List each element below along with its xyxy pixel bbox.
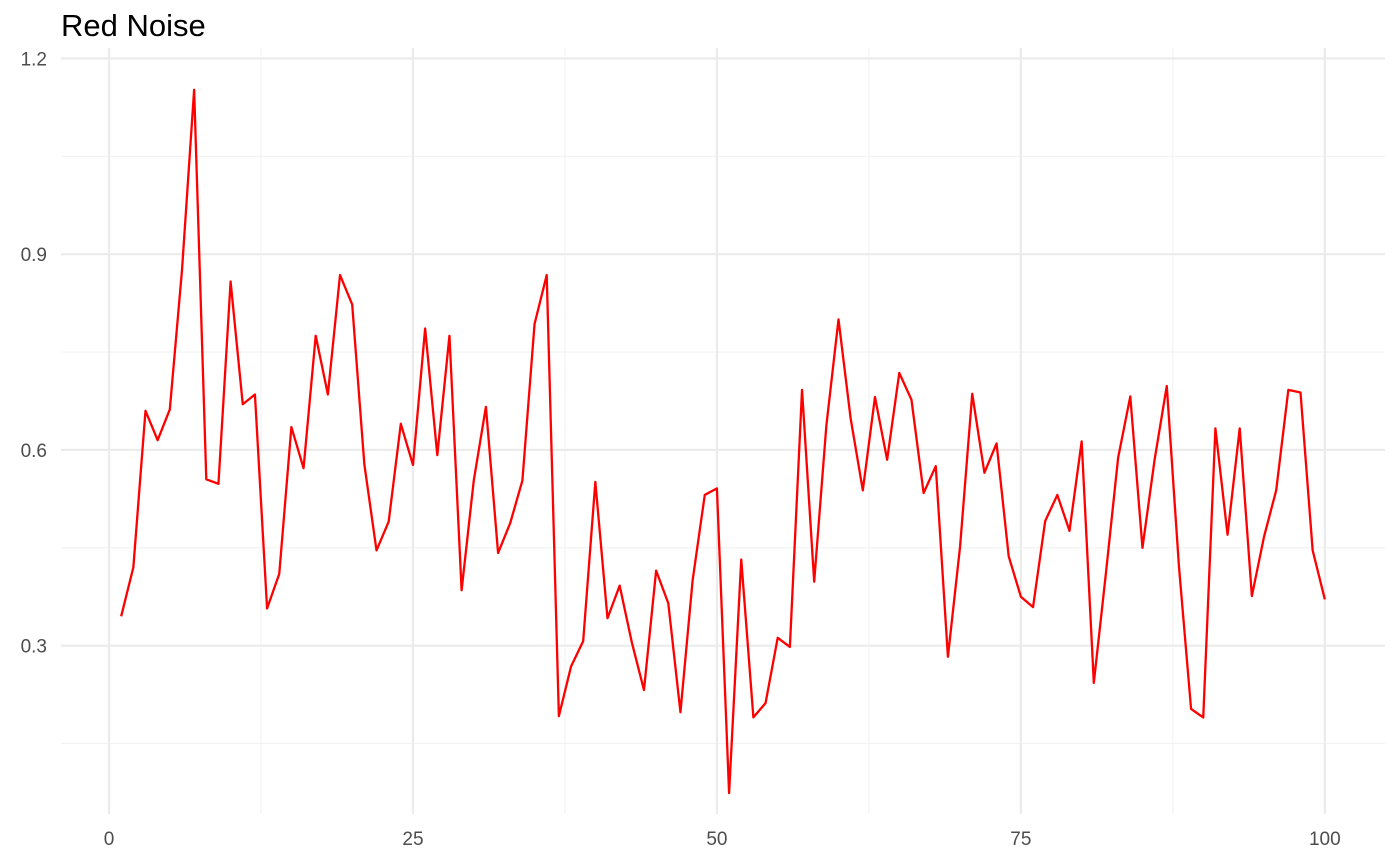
x-tick-label: 25: [402, 829, 423, 850]
x-axis-tick-labels: 0 25 50 75 100: [104, 829, 1341, 850]
series-line: [120, 88, 1326, 795]
x-tick-label: 50: [706, 829, 727, 850]
minor-gridlines: [61, 48, 1385, 814]
chart-title: Red Noise: [61, 8, 206, 43]
series-layer: [120, 88, 1326, 795]
y-tick-label: 1.2: [21, 49, 47, 70]
y-axis-tick-labels: 0.3 0.6 0.9 1.2: [21, 49, 47, 657]
x-tick-label: 75: [1010, 829, 1031, 850]
x-tick-label: 0: [104, 829, 115, 850]
major-gridlines: [61, 48, 1385, 814]
y-tick-label: 0.3: [21, 637, 47, 658]
y-tick-label: 0.9: [21, 245, 47, 266]
x-tick-label: 100: [1309, 829, 1341, 850]
y-tick-label: 0.6: [21, 441, 47, 462]
